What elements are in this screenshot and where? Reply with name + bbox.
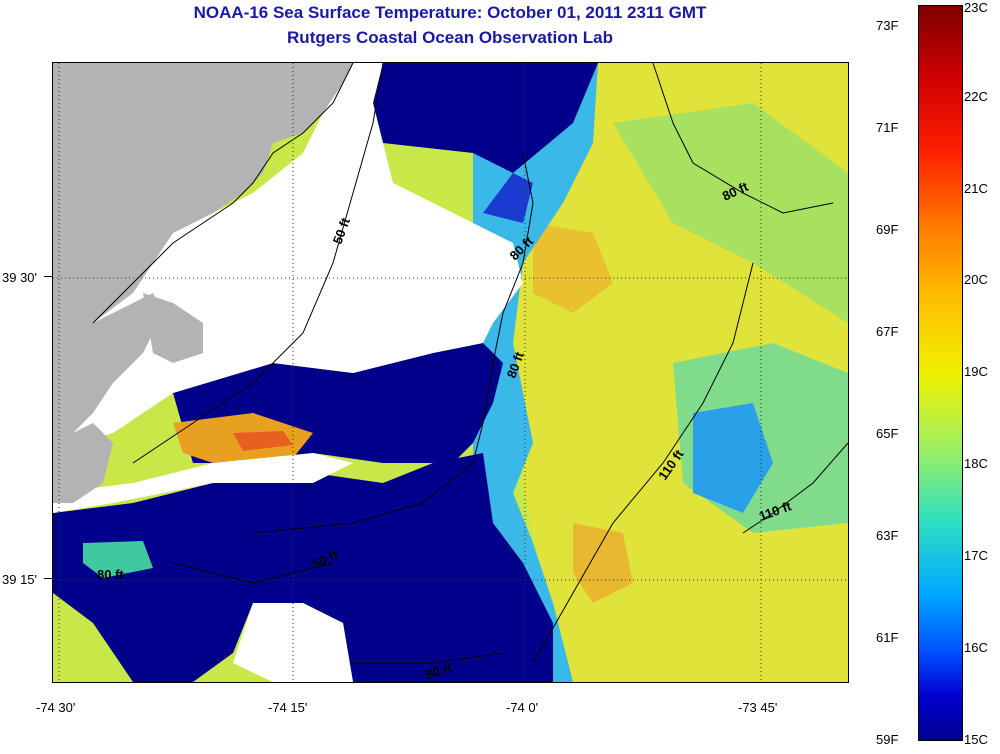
lat-tick-3915 xyxy=(44,578,52,579)
lon-label-7400: -74 0' xyxy=(506,700,539,715)
contour-80ft-b xyxy=(652,63,834,214)
coastline xyxy=(92,63,354,324)
lon-label-7345: -73 45' xyxy=(738,700,778,715)
map-grid xyxy=(53,63,848,682)
cb-c-18: 18C xyxy=(964,456,988,471)
lat-tick-3930 xyxy=(44,276,52,277)
sst-map: 50 ft 80 ft 80 ft 80 ft 110 ft 110 ft 80… xyxy=(52,62,849,683)
cb-c-23: 23C xyxy=(964,0,988,15)
contour-label-80ft-s: 80 ft xyxy=(424,660,454,682)
cold-water-north xyxy=(353,63,598,173)
cb-c-21: 21C xyxy=(964,181,988,196)
contour-80ft-sw xyxy=(172,562,334,584)
no-data-strip-3 xyxy=(233,603,353,682)
cb-c-22: 22C xyxy=(964,89,988,104)
lon-label-7415: -74 15' xyxy=(268,700,308,715)
cb-f-67: 67F xyxy=(876,324,899,339)
cool-eddy-east xyxy=(693,403,773,513)
cb-f-63: 63F xyxy=(876,528,899,543)
cb-c-16: 16C xyxy=(964,640,988,655)
land-nj-mid xyxy=(53,293,163,443)
warm-patch-center xyxy=(533,223,613,313)
green-patch-sw xyxy=(83,541,153,578)
cb-f-71: 71F xyxy=(876,120,899,135)
cb-f-65: 65F xyxy=(876,426,899,441)
green-patch-ne xyxy=(613,103,848,323)
contour-50ft xyxy=(132,63,384,464)
hot-spot-west xyxy=(233,431,293,451)
cold-water-south xyxy=(53,453,553,682)
map-subtitle: Rutgers Coastal Ocean Observation Lab xyxy=(287,28,613,47)
cb-c-15: 15C xyxy=(964,732,988,747)
contour-80ft-s xyxy=(353,652,504,664)
lat-label-3915: 39 15' xyxy=(2,572,38,587)
temperature-colorbar xyxy=(918,5,963,741)
contour-label-50ft-sw: 80 ft xyxy=(97,567,124,582)
cb-c-19: 19C xyxy=(964,364,988,379)
cb-c-20: 20C xyxy=(964,272,988,287)
cb-f-69: 69F xyxy=(876,222,899,237)
lon-label-7430: -74 30' xyxy=(36,700,76,715)
contour-110ft-a xyxy=(532,262,754,664)
cb-f-73: 73F xyxy=(876,18,899,33)
contour-110ft-b xyxy=(742,442,848,534)
cold-patch-north xyxy=(483,173,533,223)
lat-label-3930: 39 30' xyxy=(2,270,38,285)
no-data-strip-2 xyxy=(53,453,353,513)
contour-80ft-a xyxy=(252,152,534,534)
warm-patch-south xyxy=(573,523,633,603)
sst-map-canvas: 50 ft 80 ft 80 ft 80 ft 110 ft 110 ft 80… xyxy=(53,63,848,682)
cb-f-61: 61F xyxy=(876,630,899,645)
land-nj-north xyxy=(53,63,353,353)
cb-f-59: 59F xyxy=(876,732,899,747)
cb-c-17: 17C xyxy=(964,548,988,563)
land-nj-south xyxy=(53,423,113,503)
map-title: NOAA-16 Sea Surface Temperature: October… xyxy=(193,3,707,22)
land-nj-inlet xyxy=(143,293,203,363)
